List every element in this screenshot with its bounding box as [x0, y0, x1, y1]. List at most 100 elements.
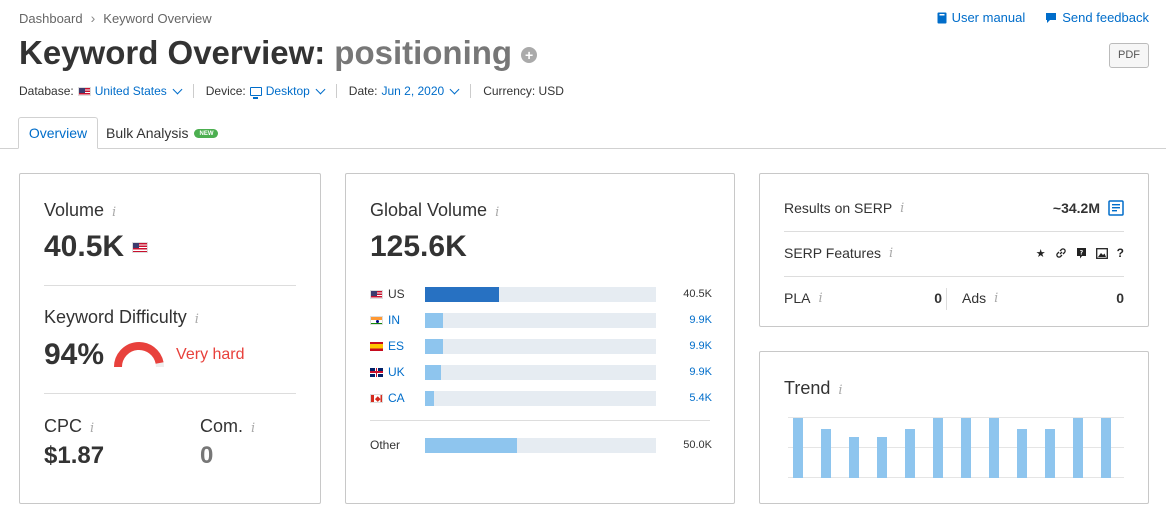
- user-manual-link[interactable]: User manual: [937, 10, 1025, 25]
- other-value: 50.0K: [683, 439, 712, 451]
- book-icon: [937, 12, 947, 23]
- trend-bar[interactable]: [989, 418, 999, 478]
- breadcrumb-dashboard[interactable]: Dashboard: [19, 10, 83, 26]
- info-icon[interactable]: i: [838, 383, 843, 398]
- database-select[interactable]: United States: [77, 84, 183, 98]
- trend-bar[interactable]: [849, 437, 859, 478]
- country-row-uk[interactable]: UK 9.9K: [370, 364, 712, 380]
- send-feedback-link[interactable]: Send feedback: [1045, 10, 1149, 25]
- info-icon[interactable]: i: [90, 421, 95, 436]
- us-flag-icon: [370, 289, 383, 299]
- country-bar-track: [425, 286, 656, 302]
- device-select[interactable]: Desktop: [249, 84, 326, 99]
- other-bar-fill: [425, 437, 518, 453]
- results-on-serp-row: Results on SERP i ~34.2M: [784, 198, 1124, 218]
- info-icon[interactable]: i: [495, 205, 500, 220]
- trend-bar[interactable]: [793, 418, 803, 478]
- info-icon[interactable]: i: [889, 245, 894, 261]
- com-value: 0: [200, 442, 214, 469]
- es-flag-icon: [370, 341, 383, 351]
- trend-bar[interactable]: [1045, 428, 1055, 478]
- volume-value-wrap: 40.5K: [44, 230, 149, 264]
- other-bar-track: [425, 437, 656, 453]
- vertical-divider: [946, 288, 947, 310]
- serp-card: Results on SERP i ~34.2M SERP Features i…: [759, 173, 1149, 327]
- tab-bulk-label: Bulk Analysis: [106, 125, 189, 141]
- country-bar-track: [425, 312, 656, 328]
- country-row-es[interactable]: ES 9.9K: [370, 338, 712, 354]
- serp-feature-icons: ★ ? ?: [1036, 246, 1124, 260]
- page-title-keyword: positioning: [334, 34, 513, 71]
- trend-chart: [788, 417, 1124, 478]
- kd-value-wrap: 94% Very hard: [44, 338, 245, 372]
- date-label: Date:: [348, 84, 378, 98]
- info-icon[interactable]: i: [112, 205, 117, 220]
- new-badge: NEW: [194, 128, 219, 138]
- serp-document-icon[interactable]: [1108, 200, 1124, 216]
- country-bar-fill: [425, 364, 442, 380]
- results-value: ~34.2M: [1052, 200, 1100, 216]
- quote-icon[interactable]: ?: [1076, 247, 1087, 259]
- global-volume-label: Global Volume: [370, 200, 488, 220]
- add-keyword-plus-icon[interactable]: +: [521, 47, 538, 63]
- tab-bar: Overview Bulk Analysis NEW: [0, 117, 1166, 149]
- country-code: ES: [370, 339, 409, 353]
- tab-bulk-analysis[interactable]: Bulk Analysis NEW: [106, 117, 219, 149]
- country-volume: 5.4K: [689, 392, 712, 404]
- trend-bar[interactable]: [1101, 418, 1111, 478]
- uk-flag-icon: [370, 367, 383, 377]
- difficulty-gauge: [114, 341, 165, 368]
- tab-overview[interactable]: Overview: [18, 117, 98, 149]
- pdf-export-button[interactable]: PDF: [1109, 43, 1149, 68]
- star-icon[interactable]: ★: [1035, 247, 1046, 260]
- country-bar-fill: [425, 286, 499, 302]
- trend-bar[interactable]: [1017, 428, 1027, 478]
- country-row-ca[interactable]: CA 5.4K: [370, 390, 712, 406]
- info-icon[interactable]: i: [194, 312, 199, 327]
- volume-card: Volume i 40.5K Keyword Difficulty i 94% …: [19, 173, 321, 504]
- device-filter: Device: Desktop: [206, 84, 337, 99]
- link-icon[interactable]: [1055, 247, 1067, 259]
- country-code: CA: [370, 391, 409, 405]
- divider: [44, 393, 296, 394]
- trend-bar[interactable]: [877, 437, 887, 478]
- serp-features-row: SERP Features i ★ ? ?: [784, 243, 1124, 263]
- country-row-in[interactable]: IN 9.9K: [370, 312, 712, 328]
- chevron-right-icon: ›: [90, 10, 96, 26]
- trend-bar[interactable]: [1073, 418, 1083, 478]
- country-code-label: US: [388, 287, 405, 301]
- country-code-label: IN: [388, 313, 400, 327]
- divider: [370, 420, 710, 421]
- currency-label: Currency: USD: [483, 84, 564, 98]
- ads-label: Ads: [962, 290, 987, 306]
- pla-label: PLA: [784, 290, 811, 306]
- divider: [784, 231, 1124, 232]
- question-icon[interactable]: ?: [1116, 246, 1124, 260]
- country-code: IN: [370, 313, 409, 327]
- country-row-us[interactable]: US 40.5K: [370, 286, 712, 302]
- country-bar-fill: [425, 390, 435, 406]
- trend-bar[interactable]: [933, 418, 943, 478]
- info-icon[interactable]: i: [251, 421, 256, 436]
- us-flag-icon: [77, 86, 91, 96]
- trend-bar[interactable]: [961, 418, 971, 478]
- results-label: Results on SERP: [784, 200, 893, 216]
- database-filter: Database: United States: [19, 84, 194, 98]
- kd-label: Keyword Difficulty: [44, 307, 187, 327]
- pla-row: PLA i 0: [784, 288, 942, 308]
- country-volume: 9.9K: [689, 366, 712, 378]
- country-code-label: ES: [388, 339, 405, 353]
- info-icon[interactable]: i: [994, 290, 999, 306]
- global-volume-label-wrap: Global Volume i: [370, 200, 499, 221]
- info-icon[interactable]: i: [900, 200, 905, 216]
- country-volume: 40.5K: [683, 288, 712, 300]
- breadcrumb-current: Keyword Overview: [103, 10, 212, 26]
- device-value: Desktop: [265, 84, 310, 98]
- image-icon[interactable]: [1095, 247, 1108, 259]
- trend-bar[interactable]: [821, 428, 831, 478]
- page-title-prefix: Keyword Overview:: [19, 34, 326, 71]
- in-flag-icon: [370, 315, 383, 325]
- info-icon[interactable]: i: [818, 290, 823, 306]
- trend-bar[interactable]: [905, 428, 915, 478]
- date-select[interactable]: Jun 2, 2020: [381, 84, 460, 98]
